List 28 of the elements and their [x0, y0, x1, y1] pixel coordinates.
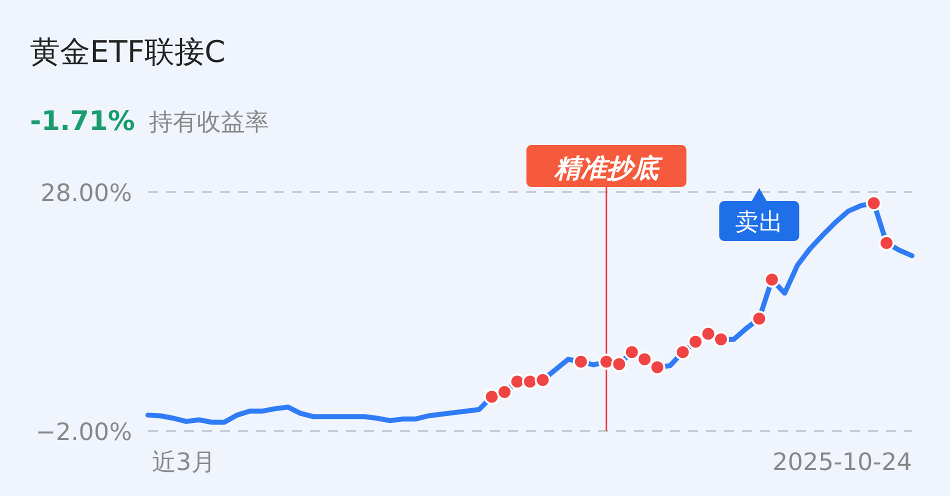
annotation: 卖出	[735, 208, 784, 236]
text: 2025-10-24	[772, 448, 912, 476]
point	[598, 354, 614, 370]
point	[674, 344, 691, 360]
point	[688, 334, 704, 350]
point	[700, 326, 716, 342]
point	[534, 372, 551, 388]
point	[649, 359, 666, 376]
text: 持有收益率	[148, 108, 269, 136]
y-tick-label: 28.00%	[40, 179, 132, 207]
chart-title: 黄金ETF联接C	[30, 35, 226, 70]
text: 精准抄底	[553, 154, 664, 184]
point	[866, 195, 882, 212]
point	[636, 351, 653, 368]
point	[764, 272, 780, 288]
text: -1.71%	[30, 106, 135, 137]
point	[611, 356, 628, 372]
point	[624, 344, 640, 360]
point	[572, 354, 589, 370]
point	[484, 388, 500, 405]
point	[751, 310, 768, 327]
point	[522, 374, 538, 390]
point	[496, 384, 513, 400]
text: 近3月	[152, 448, 216, 476]
point	[713, 331, 729, 348]
point	[509, 374, 526, 390]
point	[878, 234, 895, 251]
y-tick-label: −2.00%	[36, 418, 132, 446]
